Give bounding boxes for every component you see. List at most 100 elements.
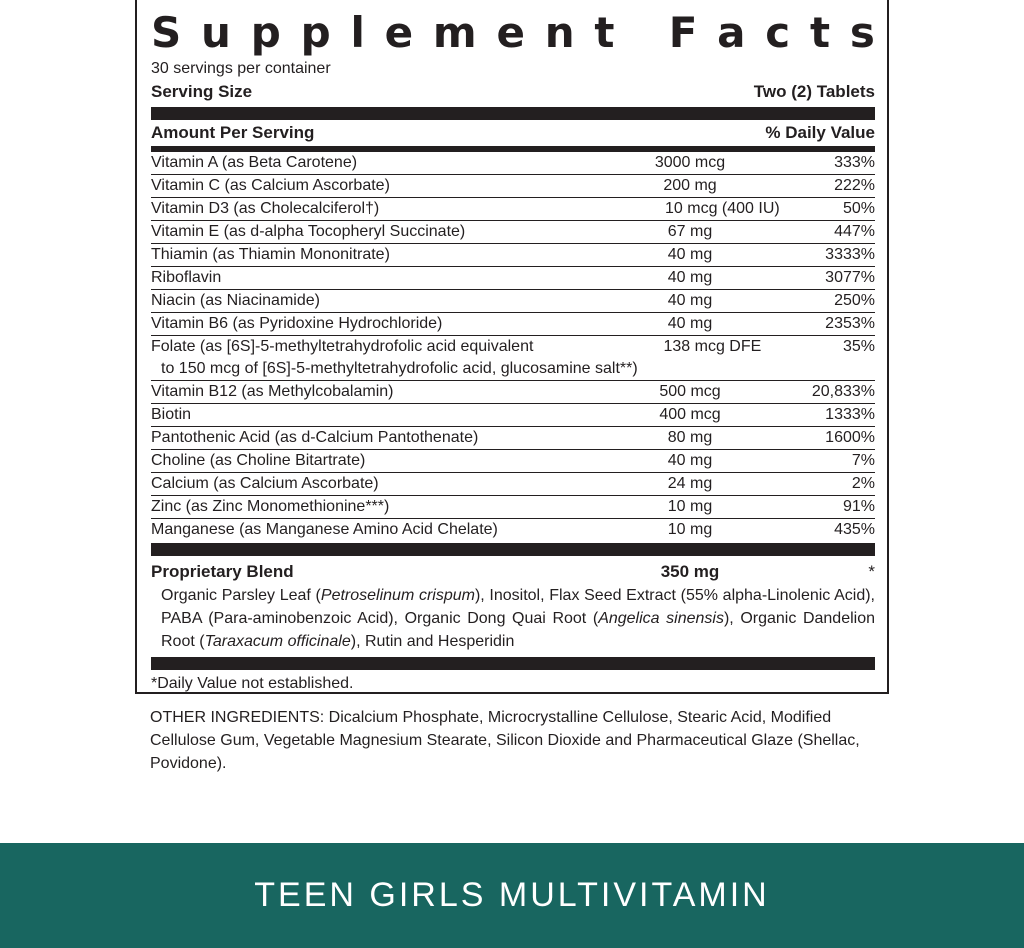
footnote: *Daily Value not established. <box>151 675 354 692</box>
nutrient-name: Thiamin (as Thiamin Mononitrate) <box>151 244 605 266</box>
nutrient-daily-value: 35% <box>842 338 875 355</box>
nutrient-row: Calcium (as Calcium Ascorbate) 24 mg 2% <box>151 473 875 496</box>
title-letter: l <box>350 8 365 57</box>
title-letter: t <box>809 8 831 57</box>
nutrient-name: Choline (as Choline Bitartrate) <box>151 450 605 472</box>
serving-size-value: Two (2) Tablets <box>753 82 875 101</box>
title-letter: t <box>594 8 615 57</box>
nutrient-row: Biotin 400 mcg 1333% <box>151 404 875 427</box>
title-letter: n <box>544 8 575 57</box>
nutrient-name-text: Thiamin (as Thiamin Mononitrate) <box>151 246 390 263</box>
proprietary-blend-row: Proprietary Blend 350 mg * <box>151 560 875 584</box>
nutrient-amount: 40 mg <box>667 315 713 332</box>
nutrient-name-text: Vitamin C (as Calcium Ascorbate) <box>151 177 390 194</box>
nutrient-amount: 400 mcg <box>659 406 721 423</box>
nutrient-daily-value: 3077% <box>825 269 875 286</box>
nutrient-daily-value: 1600% <box>825 429 875 446</box>
nutrient-name: Folate (as [6S]-5-methyltetrahydrofolic … <box>151 336 638 380</box>
nutrient-row: Vitamin A (as Beta Carotene) 3000 mcg 333% <box>151 152 875 175</box>
nutrient-daily-value: 333% <box>834 154 875 171</box>
nutrient-name: Calcium (as Calcium Ascorbate) <box>151 473 605 495</box>
nutrient-amount: 67 mg <box>667 223 713 240</box>
title-letter: e <box>384 8 414 57</box>
nutrient-amount: 80 mg <box>667 429 713 446</box>
nutrient-name: Riboflavin <box>151 267 605 289</box>
nutrient-daily-value: 20,833% <box>811 383 875 400</box>
nutrient-row: Manganese (as Manganese Amino Acid Chela… <box>151 519 875 541</box>
title-letter: u <box>201 8 231 57</box>
nutrient-row: Riboflavin 40 mg 3077% <box>151 267 875 290</box>
title-letter: p <box>300 8 331 57</box>
nutrient-row: Vitamin B12 (as Methylcobalamin) 500 mcg 2… <box>151 381 875 404</box>
nutrient-name-text: Riboflavin <box>151 269 222 286</box>
nutrient-name-text: Calcium (as Calcium Ascorbate) <box>151 475 379 492</box>
nutrient-name: Biotin <box>151 404 605 426</box>
nutrient-row: Vitamin D3 (as Cholecalciferol†) 10 mcg (… <box>151 198 875 221</box>
nutrient-name-text: Niacin (as Niacinamide) <box>151 292 320 309</box>
product-name: TEEN GIRLS MULTIVITAMIN <box>254 876 770 914</box>
nutrient-name: Vitamin A (as Beta Carotene) <box>151 152 605 174</box>
nutrient-name: Vitamin B12 (as Methylcobalamin) <box>151 381 605 403</box>
nutrient-row: Thiamin (as Thiamin Mononitrate) 40 mg 333… <box>151 244 875 267</box>
nutrient-amount: 40 mg <box>667 292 713 309</box>
nutrient-name: Vitamin D3 (as Cholecalciferol†) <box>151 198 605 220</box>
nutrient-name-text: Pantothenic Acid (as d-Calcium Pantothen… <box>151 429 479 446</box>
title-letter: a <box>717 8 746 57</box>
nutrient-row: Vitamin B6 (as Pyridoxine Hydrochloride)… <box>151 313 875 336</box>
other-ingredients: OTHER INGREDIENTS: Dicalcium Phosphate, … <box>150 709 860 772</box>
nutrient-name: Manganese (as Manganese Amino Acid Chela… <box>151 519 605 541</box>
blend-amount: 350 mg <box>660 562 720 581</box>
nutrient-name: Zinc (as Zinc Monomethionine***) <box>151 496 605 518</box>
nutrient-row: Zinc (as Zinc Monomethionine***) 10 mg 91% <box>151 496 875 519</box>
nutrient-amount: 10 mcg (400 IU) <box>665 200 780 217</box>
nutrient-name: Vitamin E (as d-alpha Tocopheryl Succina… <box>151 221 605 243</box>
column-headers: Amount Per Serving % Daily Value <box>151 122 875 144</box>
daily-value-header: % Daily Value <box>765 123 875 142</box>
nutrient-daily-value: 435% <box>834 521 875 538</box>
blend-ingredients: Organic Parsley Leaf (Petroselinum crisp… <box>161 587 876 650</box>
divider-medium <box>151 146 875 152</box>
amount-per-serving-header: Amount Per Serving <box>151 123 315 142</box>
nutrient-row: Choline (as Choline Bitartrate) 40 mg 7% <box>151 450 875 473</box>
nutrient-amount: 500 mcg <box>659 383 721 400</box>
nutrient-name-text: Choline (as Choline Bitartrate) <box>151 452 366 469</box>
nutrient-table: Vitamin A (as Beta Carotene) 3000 mcg 333%… <box>151 152 875 541</box>
servings-per-container: 30 servings per container <box>151 60 331 77</box>
nutrient-name-text: Folate (as [6S]-5-methyltetrahydrofolic … <box>151 338 534 355</box>
nutrient-amount: 10 mg <box>667 521 713 538</box>
nutrient-row: Niacin (as Niacinamide) 40 mg 250% <box>151 290 875 313</box>
nutrient-row: Pantothenic Acid (as d-Calcium Pantothen… <box>151 427 875 450</box>
nutrient-daily-value: 91% <box>842 498 875 515</box>
nutrient-row: Vitamin C (as Calcium Ascorbate) 200 mg 22… <box>151 175 875 198</box>
nutrient-amount: 24 mg <box>667 475 713 492</box>
nutrient-name-text: Vitamin E (as d-alpha Tocopheryl Succina… <box>151 223 466 240</box>
title-letter: m <box>432 8 477 57</box>
nutrient-row: Vitamin E (as d-alpha Tocopheryl Succina… <box>151 221 875 244</box>
serving-size-label: Serving Size <box>151 82 253 101</box>
nutrient-amount: 40 mg <box>667 269 713 286</box>
nutrient-name: Vitamin B6 (as Pyridoxine Hydrochloride) <box>151 313 605 335</box>
nutrient-daily-value: 222% <box>834 177 875 194</box>
nutrient-name-text: Vitamin D3 (as Cholecalciferol†) <box>151 200 380 217</box>
title-letter: S <box>151 8 182 57</box>
nutrient-name-text: Manganese (as Manganese Amino Acid Chela… <box>151 521 498 538</box>
nutrient-daily-value: 1333% <box>825 406 875 423</box>
nutrient-daily-value: 3333% <box>825 246 875 263</box>
nutrient-amount: 40 mg <box>667 246 713 263</box>
nutrient-daily-value: 7% <box>851 452 875 469</box>
title-letter: F <box>668 8 698 57</box>
product-name-banner: TEEN GIRLS MULTIVITAMIN <box>0 843 1024 948</box>
title-letter: p <box>250 8 281 57</box>
title-letter: c <box>765 8 791 57</box>
divider-thick <box>151 657 875 670</box>
nutrient-name-line2: to 150 mcg of [6S]-5-methyltetrahydrofol… <box>161 360 638 377</box>
nutrient-daily-value: 250% <box>834 292 875 309</box>
title-letter: s <box>849 8 875 57</box>
divider-thick <box>151 107 875 120</box>
serving-size: Serving Size Two (2) Tablets <box>151 81 875 103</box>
nutrient-name-text: Vitamin B6 (as Pyridoxine Hydrochloride) <box>151 315 443 332</box>
title-letter <box>634 10 649 56</box>
nutrient-amount: 3000 mcg <box>654 154 726 171</box>
